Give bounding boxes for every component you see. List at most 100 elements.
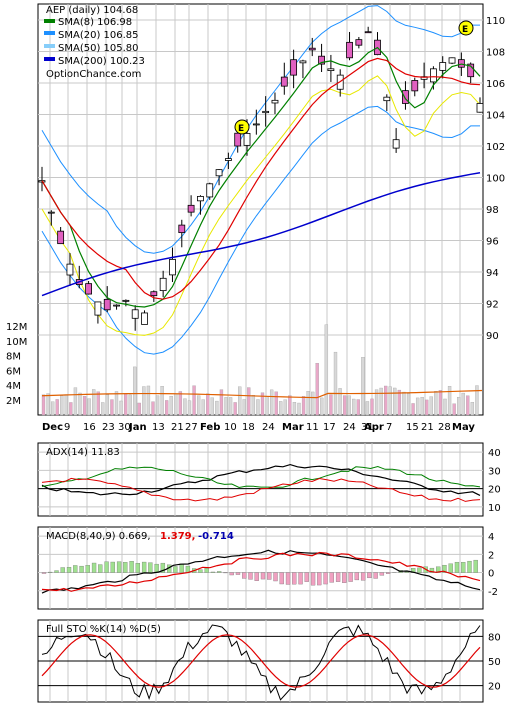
candle-body — [169, 258, 176, 276]
macd-histogram-bar — [41, 572, 47, 574]
macd-histogram-bar — [323, 572, 328, 585]
candle-body — [234, 132, 242, 147]
volume-bar — [306, 391, 310, 416]
candle-body — [457, 59, 465, 68]
macd-histogram-bar — [461, 562, 466, 573]
candle-body — [57, 230, 65, 245]
volume-bar — [384, 385, 388, 416]
volume-bar — [142, 386, 146, 416]
candle-body — [150, 291, 158, 297]
volume-bar — [265, 396, 269, 416]
macd-histogram-bar — [273, 572, 278, 582]
macd-histogram-bar — [454, 561, 460, 573]
macd-value-1: 1.379, — [160, 531, 195, 542]
macd-histogram-bar — [329, 572, 334, 583]
volume-bar — [233, 402, 237, 416]
volume-bar — [215, 400, 219, 416]
macd-histogram-bar — [79, 565, 84, 573]
candle-body — [467, 63, 475, 78]
candle-body — [280, 76, 288, 87]
macd-histogram-bar — [373, 572, 378, 579]
volume-bar — [196, 395, 201, 416]
macd-histogram-bar — [310, 572, 316, 586]
price-axis-tick: 110 — [486, 16, 505, 27]
volume-bar — [228, 397, 233, 416]
volume-bar — [324, 324, 329, 416]
x-axis-tick: Feb — [200, 422, 220, 433]
volume-bar — [128, 394, 132, 416]
legend-sma50: SMA(50) 105.80 — [58, 43, 139, 54]
x-axis-tick: 28 — [438, 422, 451, 433]
macd-histogram-bar — [385, 572, 391, 574]
volume-bar — [415, 397, 420, 416]
macd-histogram-bar — [110, 561, 115, 573]
volume-bar — [64, 394, 68, 416]
x-axis-tick: 21 — [421, 422, 434, 433]
volume-bar — [110, 399, 114, 416]
macd-histogram-bar — [367, 572, 372, 579]
macd-histogram-bar — [141, 561, 147, 573]
legend-swatch-sma8 — [44, 19, 55, 23]
macd-histogram-bar — [473, 559, 478, 573]
candle-body — [327, 68, 335, 71]
macd-line — [41, 549, 481, 594]
macd-histogram-bar — [260, 572, 266, 580]
volume-bar — [96, 391, 100, 416]
volume-bar — [388, 386, 392, 416]
sto-axis-tick: 20 — [488, 682, 501, 693]
candle-body — [252, 123, 260, 126]
candle-body — [262, 110, 270, 114]
volume-bar — [393, 387, 397, 416]
macd-histogram-bar — [335, 572, 341, 582]
volume-bar — [356, 399, 360, 416]
volume-bar — [269, 389, 274, 416]
volume-bar — [242, 399, 246, 416]
volume-bar — [201, 399, 205, 416]
volume-bar — [406, 393, 411, 416]
x-axis-tick: 21 — [171, 422, 184, 433]
earnings-marker: E — [458, 20, 474, 36]
volume-axis-tick: 10M — [6, 337, 27, 348]
candle-body — [402, 90, 409, 104]
sma8-line — [41, 46, 481, 308]
volume-bar — [429, 396, 433, 416]
macd-axis-tick: 4 — [488, 532, 494, 543]
legend: SMA(8) 106.98 SMA(20) 106.85 SMA(50) 105… — [44, 17, 145, 80]
macd-histogram-bar — [248, 572, 253, 580]
macd-histogram-bar — [54, 570, 59, 573]
candle-body — [215, 169, 223, 177]
sto-k-line — [41, 624, 481, 701]
x-axis-tick: 30 — [118, 422, 131, 433]
volume-bar — [60, 395, 64, 416]
volume-bar — [274, 391, 278, 416]
macd-histogram-bar — [467, 560, 472, 573]
x-axis-tick: Jan — [128, 422, 147, 433]
candle-body — [206, 183, 214, 198]
macd-histogram-bar — [91, 562, 97, 573]
legend-swatch-sma200 — [44, 57, 55, 61]
volume-bar — [320, 397, 324, 416]
candle-body — [290, 59, 298, 76]
volume-bar — [73, 387, 78, 416]
volume-bar — [238, 386, 242, 416]
candle-body — [411, 80, 419, 92]
x-axis-tick: 16 — [83, 422, 96, 433]
volume-bar — [69, 402, 73, 416]
candle-body — [392, 139, 400, 149]
x-axis-tick: 24 — [343, 422, 356, 433]
adx-axis-tick: 40 — [488, 448, 501, 459]
volume-bar — [279, 401, 283, 416]
legend-swatch-sma50 — [44, 44, 55, 48]
candle-body — [131, 309, 139, 319]
volume-bar — [119, 400, 123, 416]
volume-bar — [283, 399, 287, 416]
volume-bar — [169, 395, 173, 416]
candle-body — [47, 211, 55, 214]
legend-sma20: SMA(20) 106.85 — [58, 30, 139, 41]
macd-histogram-bar — [285, 572, 291, 585]
volume-bar — [87, 398, 91, 416]
volume-bar — [425, 399, 429, 416]
macd-histogram-bar — [135, 563, 141, 573]
macd-histogram-bar — [267, 572, 272, 580]
sto-axis-tick: 80 — [488, 632, 501, 643]
